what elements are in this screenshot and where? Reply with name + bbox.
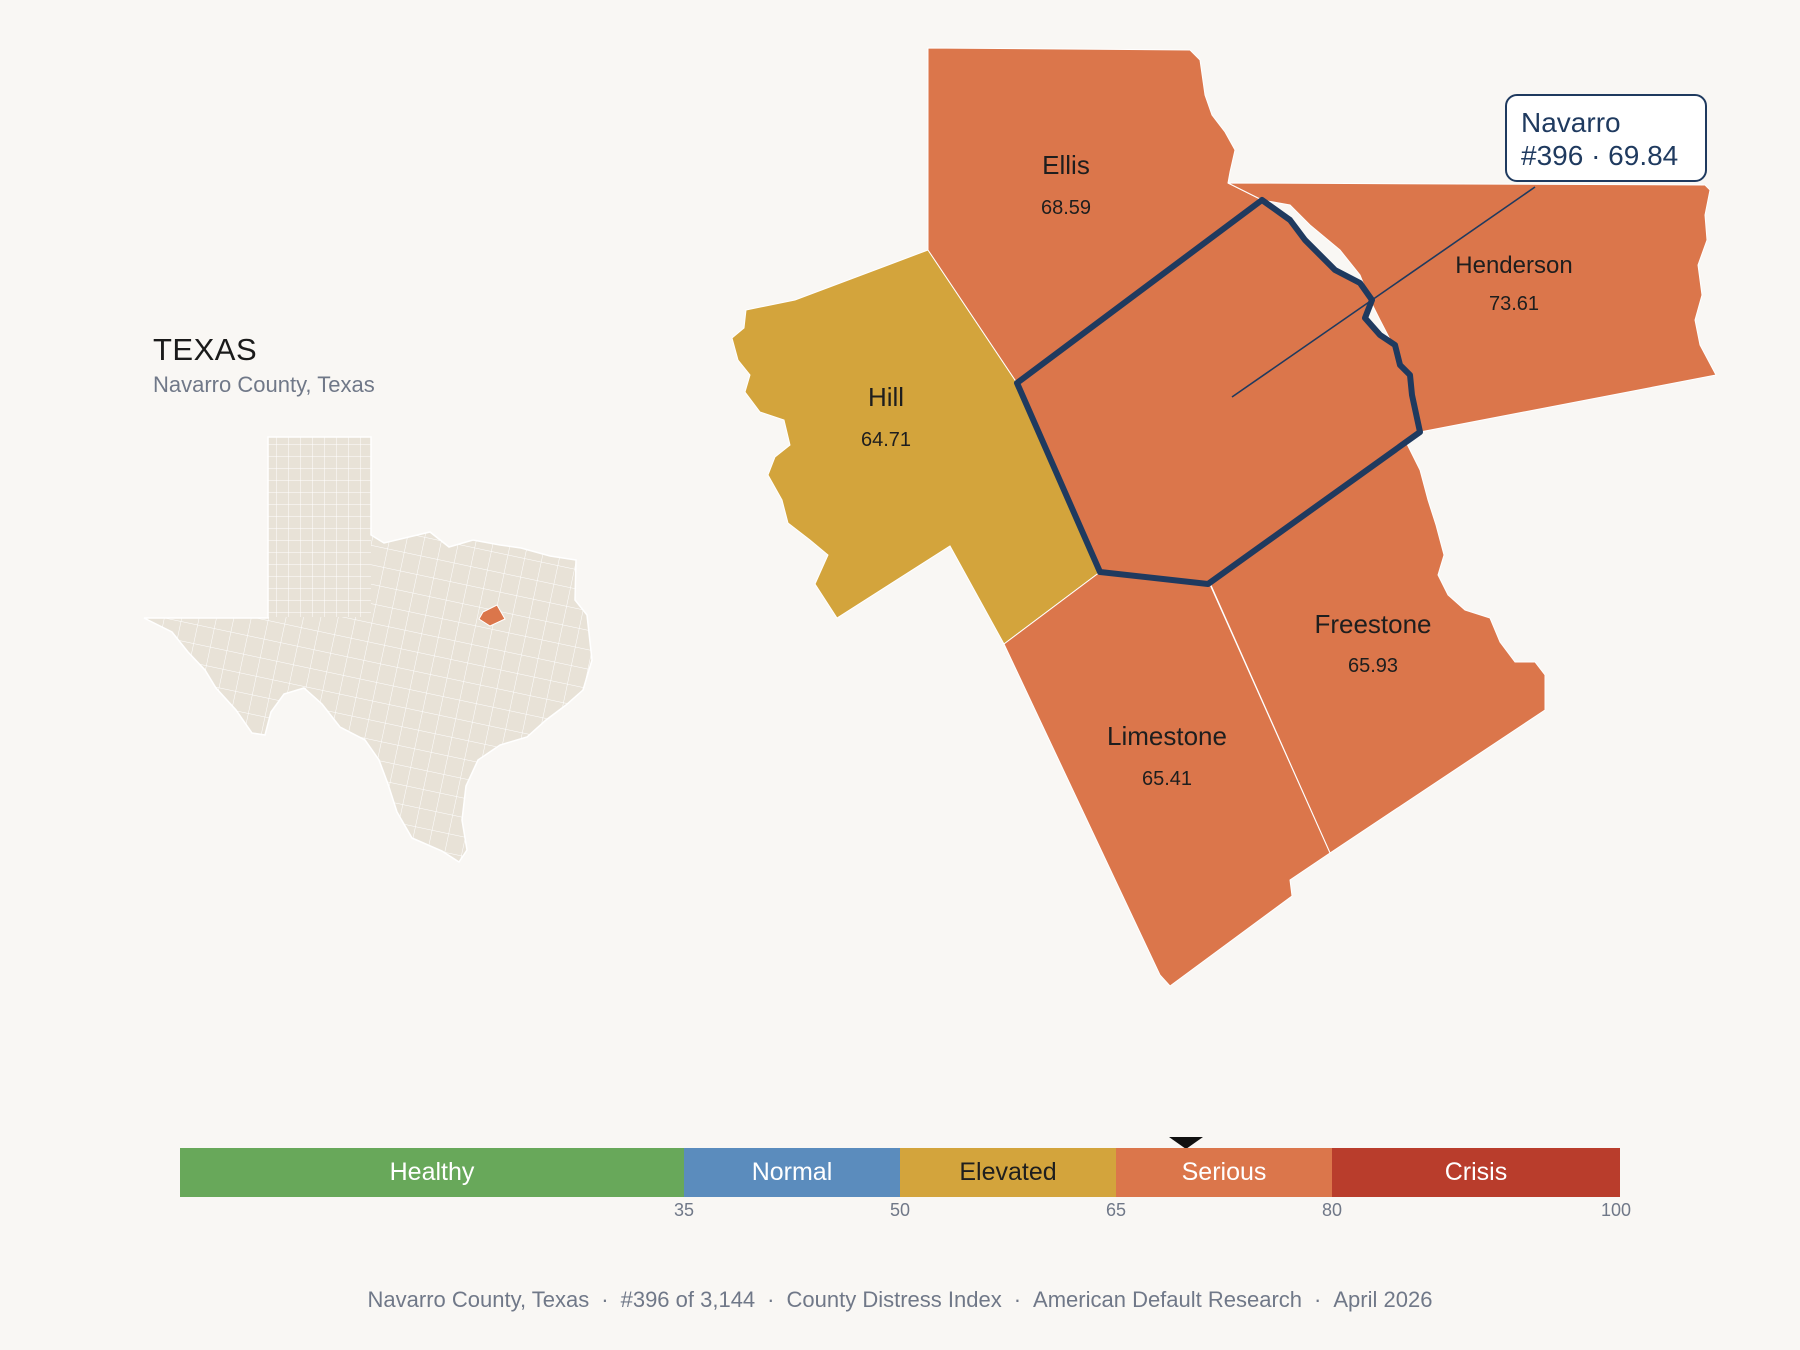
scale-segment-elevated: Elevated xyxy=(900,1148,1116,1197)
texas-panhandle-grid xyxy=(268,437,371,617)
footer-date: April 2026 xyxy=(1333,1287,1433,1312)
county-score-ellis: 68.59 xyxy=(1041,197,1091,219)
footer-rank: #396 of 3,144 xyxy=(620,1287,756,1312)
county-score-freestone: 65.93 xyxy=(1348,655,1398,677)
footer-index: County Distress Index xyxy=(786,1287,1002,1312)
county-score-limestone: 65.41 xyxy=(1142,768,1192,790)
scale-tick-label: 35 xyxy=(673,1200,695,1220)
county-score-hill: 64.71 xyxy=(861,429,911,451)
county-label-freestone: Freestone xyxy=(1314,609,1431,639)
state-title: TEXAS xyxy=(153,332,258,367)
footer-separator-icon: · xyxy=(1013,1287,1022,1312)
county-limestone[interactable] xyxy=(1003,571,1331,987)
county-score-henderson: 73.61 xyxy=(1489,293,1539,315)
state-subtitle: Navarro County, Texas xyxy=(153,372,375,397)
county-label-limestone: Limestone xyxy=(1107,721,1227,751)
footer: Navarro County, Texas · #396 of 3,144 · Coun… xyxy=(0,1287,1800,1313)
scale-segment-crisis: Crisis xyxy=(1332,1148,1620,1197)
scale-tick-label: 65 xyxy=(1105,1200,1127,1220)
scale-tick-label: 80 xyxy=(1321,1200,1343,1220)
county-hill[interactable] xyxy=(731,249,1101,645)
county-navarro[interactable] xyxy=(1014,197,1423,587)
scale-segment-serious: Serious xyxy=(1116,1148,1332,1197)
footer-separator-icon: · xyxy=(601,1287,609,1312)
callout-leader-line xyxy=(1231,186,1536,398)
callout-county-name: Navarro xyxy=(1521,107,1621,138)
scale-segment-normal: Normal xyxy=(684,1148,900,1197)
scale-segment-healthy: Healthy xyxy=(180,1148,684,1197)
texas-outline xyxy=(143,436,593,864)
county-label-hill: Hill xyxy=(868,382,904,412)
footer-org: American Default Research xyxy=(1033,1287,1303,1312)
callout-rank-score: #396 · 69.84 xyxy=(1521,140,1679,171)
county-labels: Ellis 68.59 Hill 64.71 Henderson 73.61 F… xyxy=(861,150,1573,790)
footer-separator-icon: · xyxy=(767,1287,775,1312)
navarro-inset-marker xyxy=(478,604,506,627)
county-label-henderson: Henderson xyxy=(1455,252,1572,279)
county-label-ellis: Ellis xyxy=(1042,150,1090,180)
county-shapes xyxy=(731,47,1717,987)
footer-separator-icon: · xyxy=(1314,1287,1322,1312)
distress-scale-bar: Healthy Normal Elevated Serious Crisis xyxy=(180,1148,1620,1197)
scale-tick-label: 50 xyxy=(889,1200,911,1220)
navarro-callout: Navarro #396 · 69.84 xyxy=(1505,94,1707,182)
score-marker-icon xyxy=(1168,1137,1203,1149)
footer-county: Navarro County, Texas xyxy=(367,1287,590,1312)
scale-tick-label: 100 xyxy=(1600,1200,1632,1220)
texas-inset-map xyxy=(143,436,593,864)
